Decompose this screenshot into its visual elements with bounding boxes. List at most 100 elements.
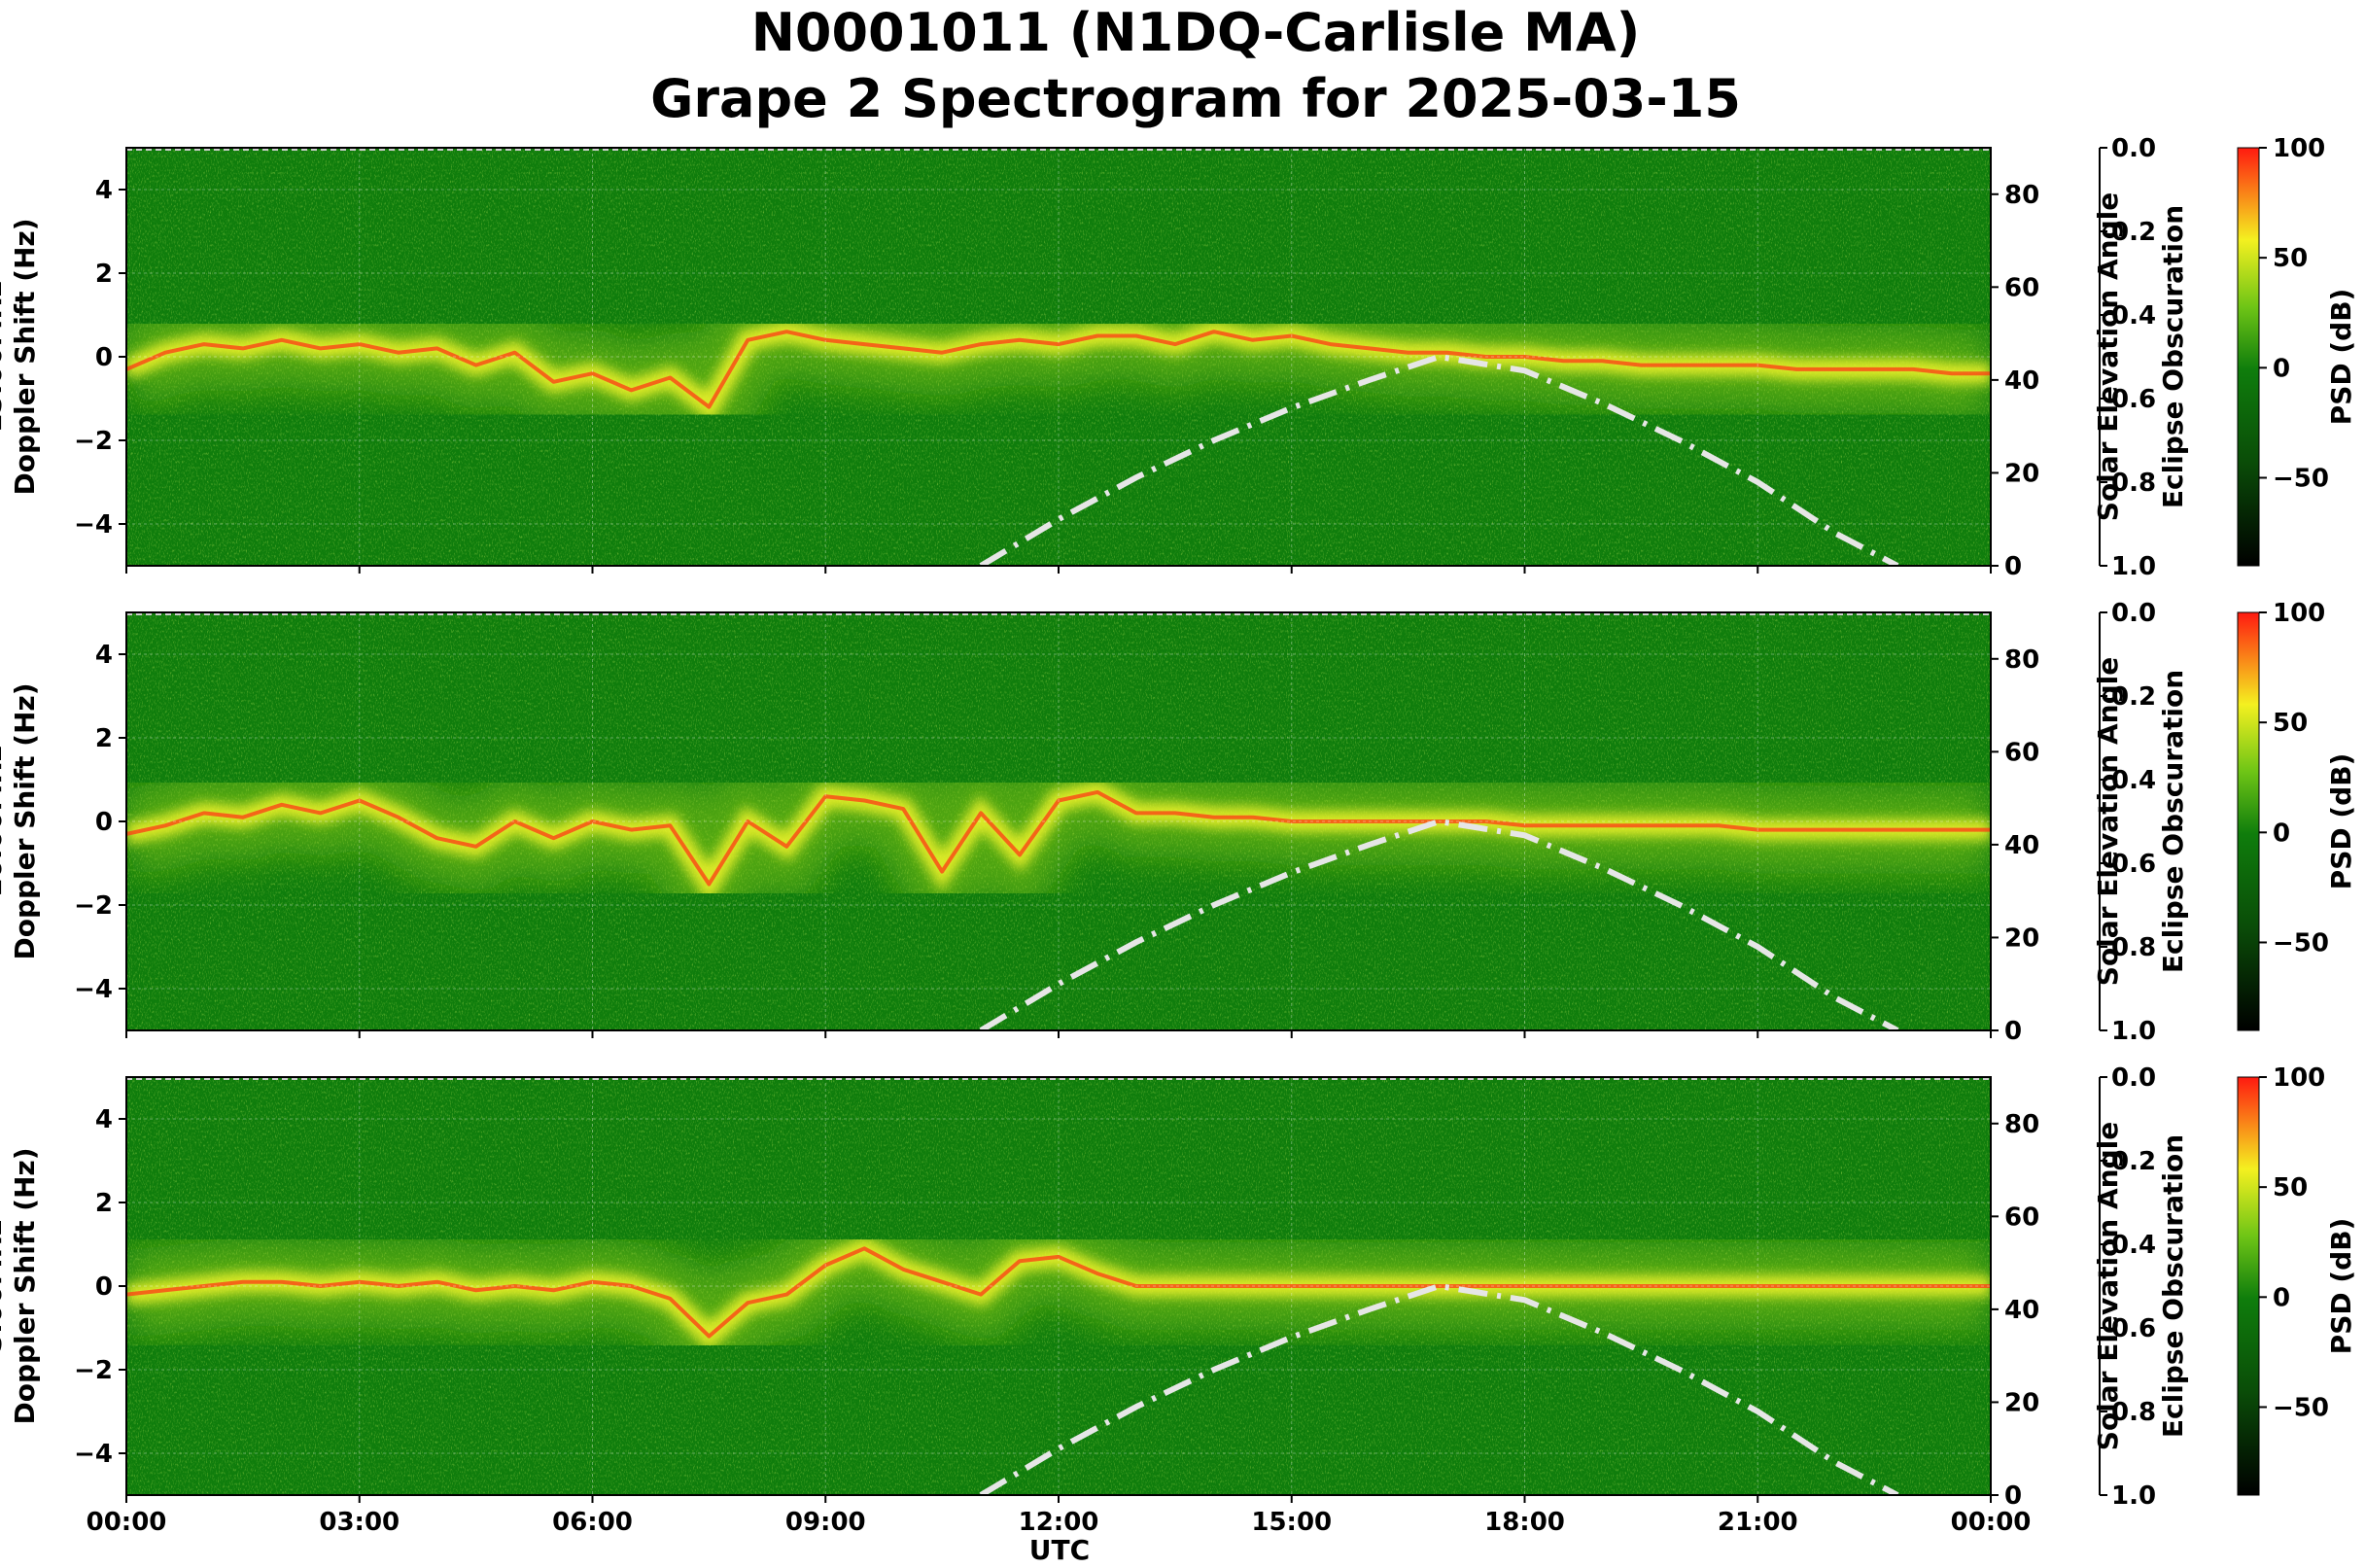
y-tick-label: 0 (95, 808, 113, 837)
elev-tick-label: 60 (2004, 738, 2039, 767)
plot-area (126, 612, 1991, 1030)
doppler-trace (126, 330, 1991, 409)
x-tick-label: 12:00 (1019, 1508, 1099, 1537)
figure-title-line1: N0001011 (N1DQ-Carlisle MA) (751, 2, 1641, 63)
obsc-axis-label: Eclipse Obscuration (2157, 205, 2189, 508)
obsc-tick-label: 0.0 (2111, 599, 2156, 628)
y-tick-label: −2 (74, 427, 113, 456)
cbar-tick-label: 0 (2273, 819, 2290, 848)
elev-axis-label: Solar Elevation Angle (2092, 1122, 2124, 1450)
y-tick-label: 4 (95, 1105, 113, 1134)
elev-tick-label: 40 (2004, 366, 2039, 396)
colorbar (2237, 611, 2260, 1031)
obsc-tick-label: 0.6 (2111, 850, 2156, 879)
x-tick-label: 15:00 (1251, 1508, 1332, 1537)
y-axis-label-frequency: 5.00MHz (0, 1220, 8, 1353)
y-tick-label: −4 (74, 1440, 113, 1469)
elev-tick-label: 20 (2004, 1388, 2039, 1417)
obsc-tick-label: 0.8 (2111, 469, 2156, 498)
panel-5.00MHz: 420−2−45.00MHz Doppler Shift (Hz)80604020… (0, 1063, 2357, 1537)
y-tick-label: 2 (95, 1189, 113, 1218)
elev-tick-label: 20 (2004, 923, 2039, 953)
obsc-tick-label: 1.0 (2111, 1481, 2156, 1511)
x-tick-label: 21:00 (1718, 1508, 1798, 1537)
cbar-tick-label: 50 (2273, 709, 2308, 738)
y-tick-label: 2 (95, 260, 113, 289)
y-tick-label: 0 (95, 343, 113, 372)
plot-area (126, 148, 1991, 566)
cbar-tick-label: 100 (2273, 1063, 2325, 1093)
obsc-tick-label: 0.2 (2111, 682, 2156, 712)
obsc-tick-label: 0.8 (2111, 1398, 2156, 1427)
solar-elevation-curve (979, 1282, 1899, 1495)
elev-tick-label: 60 (2004, 273, 2039, 302)
elev-axis-label: Solar Elevation Angle (2092, 192, 2124, 521)
elev-tick-label: 80 (2004, 645, 2039, 675)
elev-tick-label: 80 (2004, 181, 2039, 210)
elev-tick-label: 0 (2004, 1017, 2022, 1046)
obsc-tick-label: 0.0 (2111, 134, 2156, 163)
cbar-tick-label: 100 (2273, 134, 2325, 163)
y-axis-label-frequency: 10.00MHz (0, 746, 8, 897)
y-tick-label: −4 (74, 510, 113, 540)
figure-title-line2: Grape 2 Spectrogram for 2025-03-15 (650, 68, 1741, 129)
obsc-tick-label: 0.4 (2111, 766, 2156, 795)
y-tick-label: 4 (95, 176, 113, 205)
colorbar-label: PSD (dB) (2325, 289, 2357, 426)
y-axis-label-frequency: 15.00MHz (0, 281, 8, 433)
colorbar (2237, 1076, 2260, 1496)
elev-tick-label: 60 (2004, 1202, 2039, 1232)
x-tick-label: 06:00 (552, 1508, 633, 1537)
doppler-trace (126, 789, 1991, 887)
cbar-tick-label: −50 (2273, 1393, 2329, 1422)
plot-area (126, 1077, 1991, 1495)
solar-elevation-curve (979, 818, 1899, 1030)
cbar-tick-label: 0 (2273, 1283, 2290, 1312)
elev-tick-label: 0 (2004, 1481, 2022, 1511)
y-tick-label: 0 (95, 1272, 113, 1302)
obsc-tick-label: 0.4 (2111, 1231, 2156, 1260)
y-axis-label-doppler: Doppler Shift (Hz) (9, 682, 41, 959)
elev-tick-label: 80 (2004, 1110, 2039, 1139)
elev-tick-label: 20 (2004, 459, 2039, 488)
obsc-tick-label: 0.0 (2111, 1063, 2156, 1093)
y-tick-label: 2 (95, 724, 113, 753)
solar-elevation-curve (979, 353, 1899, 566)
cbar-tick-label: 50 (2273, 1173, 2308, 1202)
colorbar-label: PSD (dB) (2325, 1218, 2357, 1355)
elev-tick-label: 40 (2004, 1296, 2039, 1325)
elev-tick-label: 40 (2004, 831, 2039, 860)
y-axis-label-doppler: Doppler Shift (Hz) (9, 1147, 41, 1424)
doppler-trace (126, 1246, 1991, 1339)
cbar-tick-label: 100 (2273, 599, 2325, 628)
x-axis-label: UTC (1029, 1534, 1090, 1566)
panel-10.00MHz: 420−2−410.00MHz Doppler Shift (Hz)8060402… (0, 599, 2357, 1046)
panels-container: 420−2−415.00MHz Doppler Shift (Hz)8060402… (0, 134, 2357, 1537)
y-tick-label: −2 (74, 1356, 113, 1385)
obsc-tick-label: 0.6 (2111, 1314, 2156, 1343)
cbar-tick-label: −50 (2273, 928, 2329, 958)
x-tick-label: 18:00 (1484, 1508, 1565, 1537)
y-tick-label: −4 (74, 975, 113, 1004)
obsc-tick-label: 1.0 (2111, 1017, 2156, 1046)
obsc-tick-label: 0.2 (2111, 1147, 2156, 1176)
colorbar-label: PSD (dB) (2325, 753, 2357, 890)
cbar-tick-label: 50 (2273, 244, 2308, 273)
x-tick-label: 03:00 (319, 1508, 400, 1537)
x-tick-label: 09:00 (785, 1508, 866, 1537)
panel-15.00MHz: 420−2−415.00MHz Doppler Shift (Hz)8060402… (0, 134, 2357, 581)
cbar-tick-label: −50 (2273, 464, 2329, 493)
obsc-axis-label: Eclipse Obscuration (2157, 670, 2189, 973)
obsc-axis-label: Eclipse Obscuration (2157, 1134, 2189, 1438)
elev-tick-label: 0 (2004, 552, 2022, 581)
y-axis-label-doppler: Doppler Shift (Hz) (9, 218, 41, 495)
y-tick-label: −2 (74, 891, 113, 921)
obsc-tick-label: 0.8 (2111, 933, 2156, 962)
colorbar (2237, 147, 2260, 567)
cbar-tick-label: 0 (2273, 354, 2290, 383)
obsc-tick-label: 0.4 (2111, 301, 2156, 331)
elev-axis-label: Solar Elevation Angle (2092, 657, 2124, 986)
x-tick-label: 00:00 (1951, 1508, 2032, 1537)
x-tick-label: 00:00 (87, 1508, 167, 1537)
